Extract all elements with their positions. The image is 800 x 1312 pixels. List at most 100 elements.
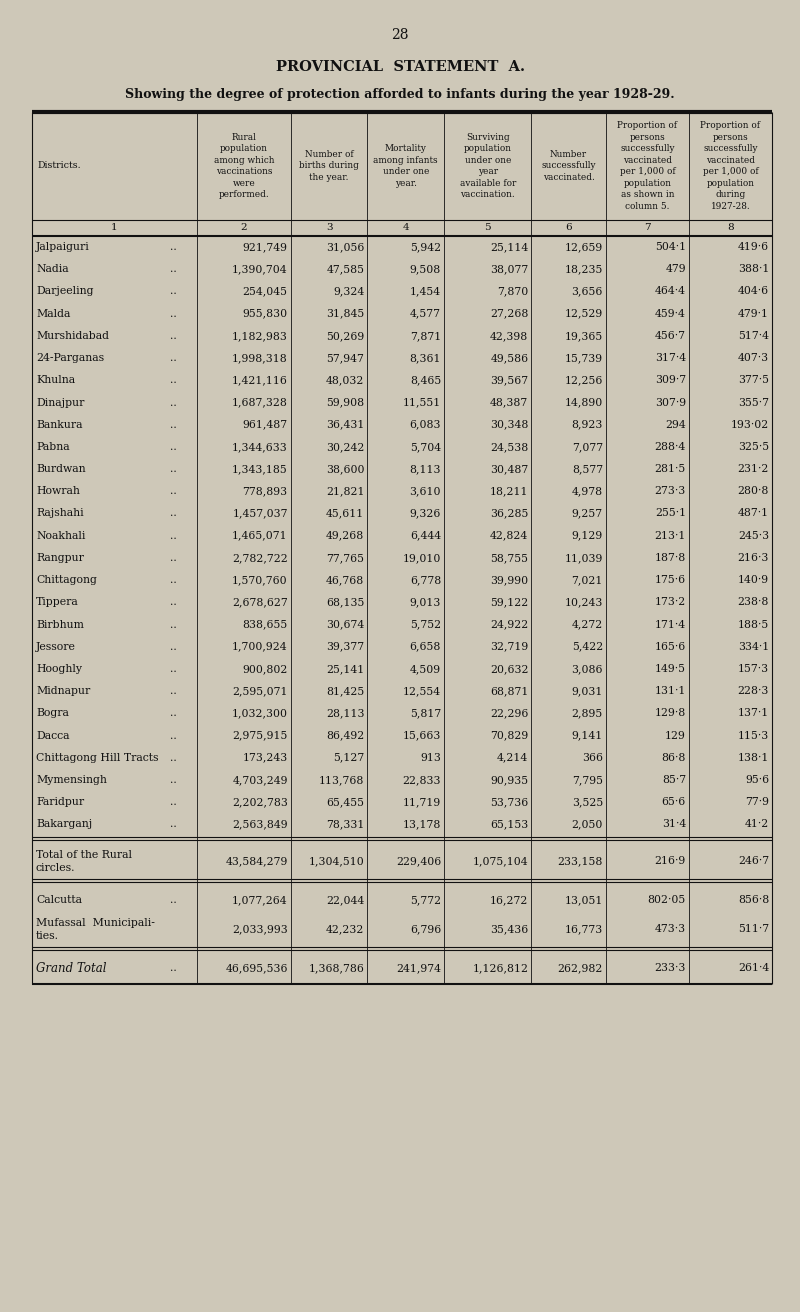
Text: 1,700,924: 1,700,924 [232, 642, 288, 652]
Text: 3,610: 3,610 [410, 487, 441, 496]
Text: 38,600: 38,600 [326, 464, 364, 474]
Text: 24-Parganas: 24-Parganas [36, 353, 104, 363]
Text: 246·7: 246·7 [738, 857, 769, 866]
Text: ..: .. [170, 775, 177, 785]
Text: 15,739: 15,739 [565, 353, 603, 363]
Text: 1,344,633: 1,344,633 [232, 442, 288, 451]
Text: 5,942: 5,942 [410, 243, 441, 252]
Text: 36,285: 36,285 [490, 509, 528, 518]
Text: 5,127: 5,127 [333, 753, 364, 762]
Text: 900,802: 900,802 [242, 664, 288, 674]
Text: 7: 7 [644, 223, 650, 232]
Text: 10,243: 10,243 [565, 597, 603, 607]
Text: Surviving
population
under one
year
available for
vaccination.: Surviving population under one year avai… [459, 133, 516, 199]
Text: Jalpaiguri: Jalpaiguri [36, 243, 90, 252]
Text: 25,114: 25,114 [490, 243, 528, 252]
Text: 30,348: 30,348 [490, 420, 528, 430]
Text: Nadia: Nadia [36, 264, 69, 274]
Text: 216·3: 216·3 [738, 552, 769, 563]
Text: 4,272: 4,272 [572, 619, 603, 630]
Text: 241,974: 241,974 [396, 963, 441, 974]
Text: 1,304,510: 1,304,510 [309, 857, 364, 866]
Text: 24,922: 24,922 [490, 619, 528, 630]
Text: 65,153: 65,153 [490, 819, 528, 829]
Text: 4,214: 4,214 [497, 753, 528, 762]
Text: Districts.: Districts. [37, 161, 81, 171]
Text: ..: .. [170, 731, 177, 740]
Text: 39,990: 39,990 [490, 575, 528, 585]
Text: 86·8: 86·8 [662, 753, 686, 762]
Text: Number
successfully
vaccinated.: Number successfully vaccinated. [542, 150, 596, 182]
Text: Khulna: Khulna [36, 375, 75, 386]
Text: 307·9: 307·9 [655, 398, 686, 408]
Text: ..: .. [170, 464, 177, 474]
Text: 1,075,104: 1,075,104 [473, 857, 528, 866]
Text: 113,768: 113,768 [319, 775, 364, 785]
Text: 138·1: 138·1 [738, 753, 769, 762]
Text: 187·8: 187·8 [654, 552, 686, 563]
Text: 9,129: 9,129 [572, 530, 603, 541]
Text: Number of
births during
the year.: Number of births during the year. [299, 150, 359, 182]
Text: Murshidabad: Murshidabad [36, 331, 109, 341]
Text: Proportion of
persons
successfully
vaccinated
per 1,000 of
population
as shown i: Proportion of persons successfully vacci… [618, 122, 678, 210]
Text: Mymensingh: Mymensingh [36, 775, 107, 785]
Text: 1,368,786: 1,368,786 [309, 963, 364, 974]
Text: 21,821: 21,821 [326, 487, 364, 496]
Text: 261·4: 261·4 [738, 963, 769, 974]
Text: 404·6: 404·6 [738, 286, 769, 297]
Text: 12,659: 12,659 [565, 243, 603, 252]
Text: 7,795: 7,795 [572, 775, 603, 785]
Text: Pabna: Pabna [36, 442, 70, 451]
Text: 70,829: 70,829 [490, 731, 528, 740]
Text: 48,387: 48,387 [490, 398, 528, 408]
Text: 3,525: 3,525 [572, 798, 603, 807]
Text: 1,454: 1,454 [410, 286, 441, 297]
Text: ..: .. [170, 487, 177, 496]
Text: 5,772: 5,772 [410, 895, 441, 905]
Text: 11,551: 11,551 [403, 398, 441, 408]
Text: ..: .. [170, 963, 177, 974]
Text: 13,178: 13,178 [402, 819, 441, 829]
Text: 1,032,300: 1,032,300 [232, 708, 288, 718]
Text: 255·1: 255·1 [655, 509, 686, 518]
Text: 1,570,760: 1,570,760 [232, 575, 288, 585]
Text: 9,013: 9,013 [410, 597, 441, 607]
Text: 31·4: 31·4 [662, 819, 686, 829]
Text: 131·1: 131·1 [654, 686, 686, 697]
Text: 49,586: 49,586 [490, 353, 528, 363]
Text: 233,158: 233,158 [558, 857, 603, 866]
Text: 173,243: 173,243 [242, 753, 288, 762]
Text: ..: .. [170, 708, 177, 718]
Text: 47,585: 47,585 [326, 264, 364, 274]
Text: 137·1: 137·1 [738, 708, 769, 718]
Text: 2,033,993: 2,033,993 [232, 925, 288, 934]
Text: 157·3: 157·3 [738, 664, 769, 674]
Text: 2,202,783: 2,202,783 [232, 798, 288, 807]
Text: Showing the degree of protection afforded to infants during the year 1928-29.: Showing the degree of protection afforde… [125, 88, 675, 101]
Text: 115·3: 115·3 [738, 731, 769, 740]
Text: 9,257: 9,257 [572, 509, 603, 518]
Text: 8,577: 8,577 [572, 464, 603, 474]
Text: 504·1: 504·1 [655, 243, 686, 252]
Text: 407·3: 407·3 [738, 353, 769, 363]
Text: 81,425: 81,425 [326, 686, 364, 697]
Text: 9,508: 9,508 [410, 264, 441, 274]
Text: ..: .. [170, 398, 177, 408]
Text: 43,584,279: 43,584,279 [226, 857, 288, 866]
Text: 8,113: 8,113 [410, 464, 441, 474]
Text: 288·4: 288·4 [654, 442, 686, 451]
Text: 30,242: 30,242 [326, 442, 364, 451]
Text: 53,736: 53,736 [490, 798, 528, 807]
Text: 8,923: 8,923 [571, 420, 603, 430]
Text: 1,182,983: 1,182,983 [232, 331, 288, 341]
Text: 65,455: 65,455 [326, 798, 364, 807]
Text: 46,695,536: 46,695,536 [226, 963, 288, 974]
Text: 77·9: 77·9 [745, 798, 769, 807]
Text: 7,870: 7,870 [497, 286, 528, 297]
Text: ..: .. [170, 353, 177, 363]
Text: 1,390,704: 1,390,704 [232, 264, 288, 274]
Text: 4,978: 4,978 [572, 487, 603, 496]
Text: 4: 4 [402, 223, 409, 232]
Text: Grand Total: Grand Total [36, 962, 106, 975]
Text: Midnapur: Midnapur [36, 686, 90, 697]
